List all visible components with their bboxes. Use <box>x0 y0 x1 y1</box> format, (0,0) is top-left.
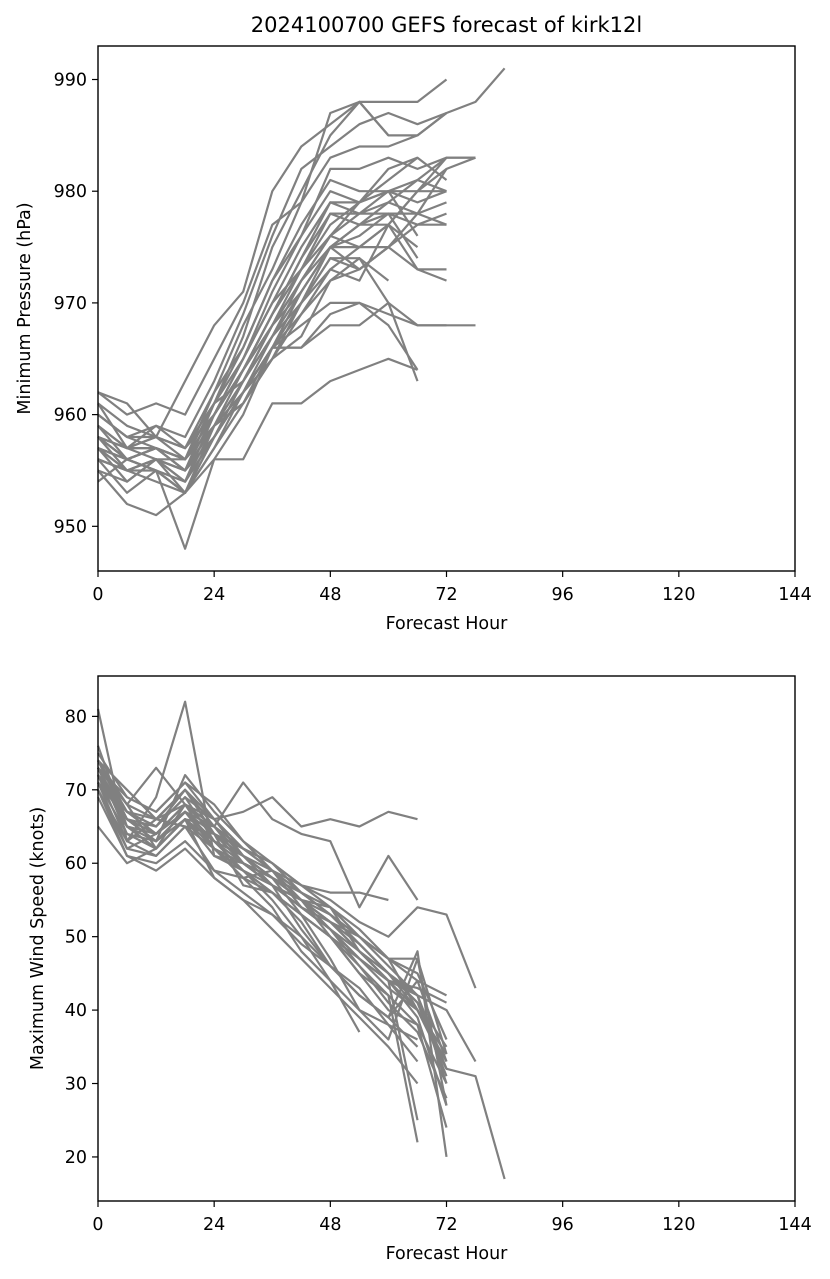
pressure-y-tick-label: 960 <box>54 406 87 426</box>
pressure-series-group <box>97 67 506 550</box>
wind-y-tick-label: 70 <box>65 781 87 801</box>
pressure-member-line-30 <box>97 190 447 450</box>
pressure-member-line-28 <box>97 301 419 472</box>
pressure-x-tick-label: 0 <box>92 585 103 605</box>
pressure-member-line-27 <box>97 257 419 494</box>
wind-y-ticks: 20 30 40 50 60 70 80 <box>65 707 98 1168</box>
wind-x-axis-label: Forecast Hour <box>386 1244 509 1264</box>
wind-y-tick-label: 40 <box>65 1001 87 1021</box>
wind-member-line-27 <box>97 789 419 1048</box>
pressure-x-tick-label: 48 <box>319 585 341 605</box>
pressure-panel: 0 24 48 72 96 120 144 950 960 970 980 990 Forecast… <box>15 45 812 634</box>
wind-series-group <box>96 700 506 1180</box>
pressure-member-line-5 <box>97 112 448 450</box>
wind-x-tick-label: 72 <box>435 1215 457 1235</box>
pressure-x-ticks: 0 24 48 72 96 120 144 <box>92 571 812 605</box>
pressure-member-line-31 <box>97 156 419 461</box>
wind-member-line-30 <box>97 774 419 1121</box>
pressure-x-tick-label: 96 <box>552 585 574 605</box>
pressure-y-tick-label: 970 <box>54 294 87 314</box>
wind-x-ticks: 0 24 48 72 96 120 144 <box>92 1201 812 1235</box>
wind-x-tick-label: 144 <box>778 1215 811 1235</box>
wind-x-tick-label: 96 <box>552 1215 574 1235</box>
pressure-x-axis-label: Forecast Hour <box>386 614 509 634</box>
wind-member-line-28 <box>97 767 448 1084</box>
pressure-x-tick-label: 72 <box>435 585 457 605</box>
pressure-y-axis-label: Minimum Pressure (hPa) <box>15 202 35 414</box>
wind-y-tick-label: 20 <box>65 1148 87 1168</box>
wind-member-line-31 <box>97 767 448 1040</box>
wind-member-line-29 <box>97 759 419 1085</box>
pressure-y-tick-label: 990 <box>54 71 87 91</box>
wind-x-tick-label: 48 <box>319 1215 341 1235</box>
wind-panel: 0 24 48 72 96 120 144 20 30 40 50 60 70 80 Forecast … <box>28 675 812 1264</box>
wind-y-tick-label: 80 <box>65 707 87 727</box>
pressure-y-ticks: 950 960 970 980 990 <box>54 71 98 537</box>
wind-axes-frame <box>97 675 796 1202</box>
wind-y-axis-label: Maximum Wind Speed (knots) <box>28 807 48 1070</box>
pressure-x-tick-label: 144 <box>778 585 811 605</box>
pressure-x-tick-label: 24 <box>203 585 225 605</box>
pressure-axes-frame <box>97 45 796 572</box>
wind-y-tick-label: 30 <box>65 1075 87 1095</box>
pressure-y-tick-label: 950 <box>54 517 87 537</box>
wind-y-tick-label: 50 <box>65 928 87 948</box>
pressure-y-tick-label: 980 <box>54 182 87 202</box>
wind-x-tick-label: 0 <box>92 1215 103 1235</box>
wind-y-tick-label: 60 <box>65 854 87 874</box>
pressure-member-line-26 <box>97 357 418 550</box>
wind-x-tick-label: 24 <box>203 1215 225 1235</box>
pressure-x-tick-label: 120 <box>662 585 695 605</box>
chart-title: 2024100700 GEFS forecast of kirk12l <box>251 13 642 37</box>
wind-x-tick-label: 120 <box>662 1215 695 1235</box>
